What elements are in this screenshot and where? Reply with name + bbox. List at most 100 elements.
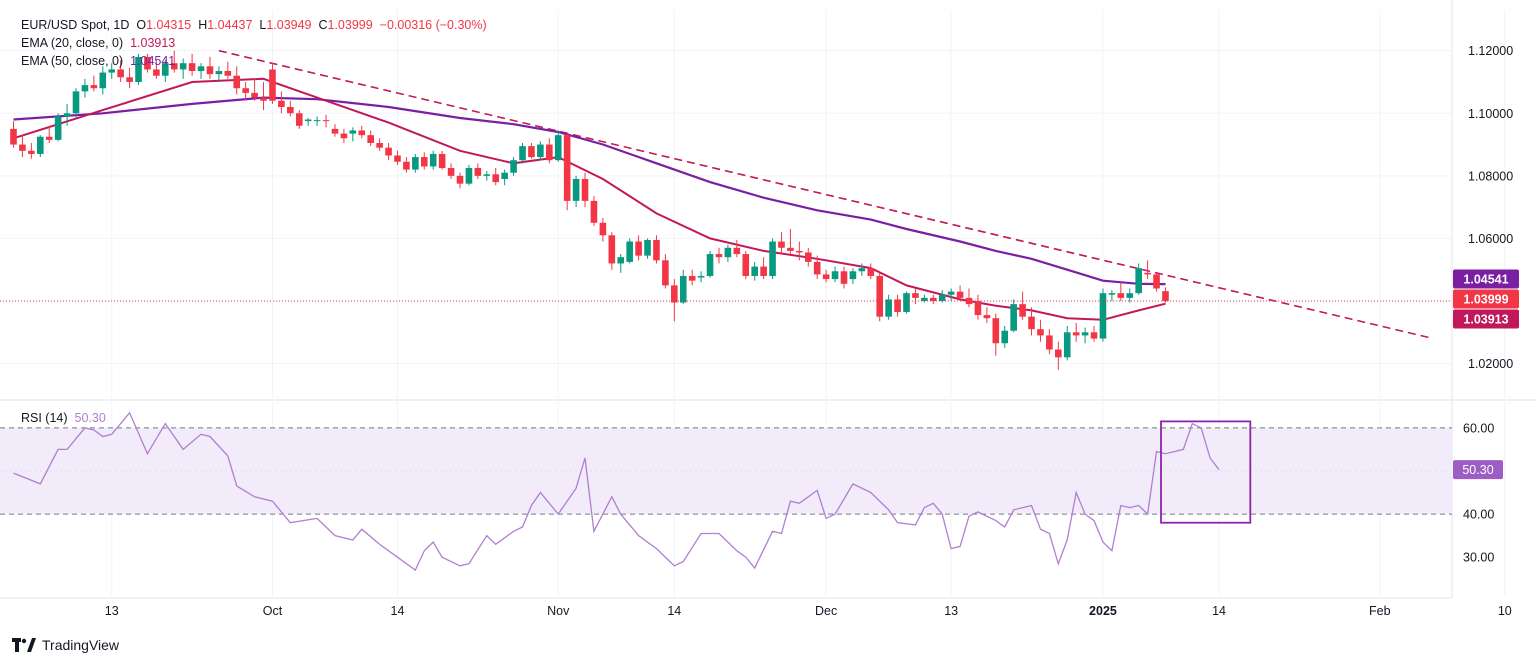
rsi-line xyxy=(13,411,1220,572)
candle xyxy=(72,88,80,118)
candle-body xyxy=(608,235,616,264)
time-tick-label: 13 xyxy=(105,604,119,618)
candle-body xyxy=(537,144,544,158)
candle-body xyxy=(403,161,410,170)
candle xyxy=(456,172,464,189)
ema20-path xyxy=(13,77,1166,321)
candle-body xyxy=(412,157,419,170)
open-value: 1.04315 xyxy=(146,18,192,32)
candle-body xyxy=(1153,274,1160,289)
rsi-value: 50.30 xyxy=(74,411,106,425)
candle-body xyxy=(72,91,80,114)
candle xyxy=(28,142,35,159)
ema20-label: EMA (20, close, 0) xyxy=(21,36,124,50)
candle xyxy=(992,313,1000,356)
time-tick-label: 13 xyxy=(944,604,958,618)
candle-body xyxy=(1063,332,1071,358)
rsi-legend[interactable]: RSI (14) 50.30 xyxy=(21,411,106,425)
candle xyxy=(313,116,321,126)
ema50-value: 1.04541 xyxy=(130,54,176,68)
candle xyxy=(260,81,267,111)
candle-body xyxy=(358,130,366,136)
candle xyxy=(251,78,258,101)
candle-body xyxy=(287,107,294,114)
candle xyxy=(1144,260,1151,280)
candle xyxy=(1072,322,1080,342)
candle-body xyxy=(688,275,696,281)
candle xyxy=(581,172,589,208)
candle xyxy=(287,100,294,117)
candle-body xyxy=(876,275,884,317)
candle xyxy=(510,157,517,176)
ema50-label: EMA (50, close, 0) xyxy=(21,54,124,68)
candle-body xyxy=(947,291,955,295)
candle xyxy=(429,150,437,170)
candle xyxy=(90,75,98,92)
candle-body xyxy=(10,128,17,145)
ema20-legend[interactable]: EMA (20, close, 0) 1.03913 xyxy=(21,36,175,50)
change-value: −0.00316 (−0.30%) xyxy=(379,18,487,32)
candle-body xyxy=(1099,293,1107,339)
candle-body xyxy=(188,63,196,72)
candle-body xyxy=(224,71,232,76)
candle-body xyxy=(858,268,866,272)
candle xyxy=(1063,326,1071,361)
candle xyxy=(724,244,732,262)
candle-body xyxy=(921,297,928,301)
candle-body xyxy=(590,200,598,223)
candle-body xyxy=(456,175,464,184)
candle xyxy=(126,67,133,89)
candle-body xyxy=(938,294,946,301)
candle xyxy=(840,266,848,289)
low-key: L xyxy=(259,18,267,32)
candle xyxy=(1019,291,1026,320)
candle-body xyxy=(1126,293,1134,298)
candle xyxy=(81,78,89,98)
candle xyxy=(501,169,508,186)
candle-body xyxy=(724,247,732,258)
candle xyxy=(179,58,187,79)
candle xyxy=(144,53,151,73)
candle xyxy=(769,238,776,280)
candle-body xyxy=(179,63,187,70)
candle-body xyxy=(367,135,374,143)
price-badge-label: 1.03913 xyxy=(1463,313,1508,327)
candle-body xyxy=(429,153,437,167)
candle xyxy=(45,125,53,143)
candle-body xyxy=(662,260,669,286)
time-tick-label: 14 xyxy=(667,604,681,618)
candle xyxy=(385,142,392,161)
candle xyxy=(376,138,383,151)
price-badge: 1.03913 xyxy=(1453,309,1519,329)
candle xyxy=(662,254,669,289)
candle-body xyxy=(563,135,571,201)
candle xyxy=(412,153,419,173)
tradingview-branding[interactable]: TradingView xyxy=(12,637,119,653)
rsi-path xyxy=(13,411,1220,572)
candle xyxy=(813,255,821,280)
ema50-legend[interactable]: EMA (50, close, 0) 1.04541 xyxy=(21,54,175,68)
price-tick-label: 1.06000 xyxy=(1468,232,1513,246)
rsi-tick-label: 60.00 xyxy=(1463,421,1494,435)
candle xyxy=(644,238,651,259)
price-tick-label: 1.08000 xyxy=(1468,169,1513,183)
candle-body xyxy=(1010,304,1017,331)
candle-body xyxy=(278,100,285,107)
rsi-badge-label: 50.30 xyxy=(1462,463,1493,477)
ema50-line xyxy=(13,96,1166,286)
candle-body xyxy=(697,275,705,278)
candle xyxy=(671,279,678,322)
price-badge-box xyxy=(1453,269,1519,289)
candle-body xyxy=(242,88,249,93)
symbol-label[interactable]: EUR/USD Spot, 1D xyxy=(21,18,130,32)
candle xyxy=(804,247,812,267)
candle xyxy=(1037,319,1044,342)
candle xyxy=(1055,341,1062,370)
candle xyxy=(340,128,348,143)
candle-body xyxy=(492,174,500,183)
candle-body xyxy=(1055,349,1062,358)
candle-body xyxy=(644,239,651,256)
candle xyxy=(947,288,955,301)
candle xyxy=(858,263,866,276)
